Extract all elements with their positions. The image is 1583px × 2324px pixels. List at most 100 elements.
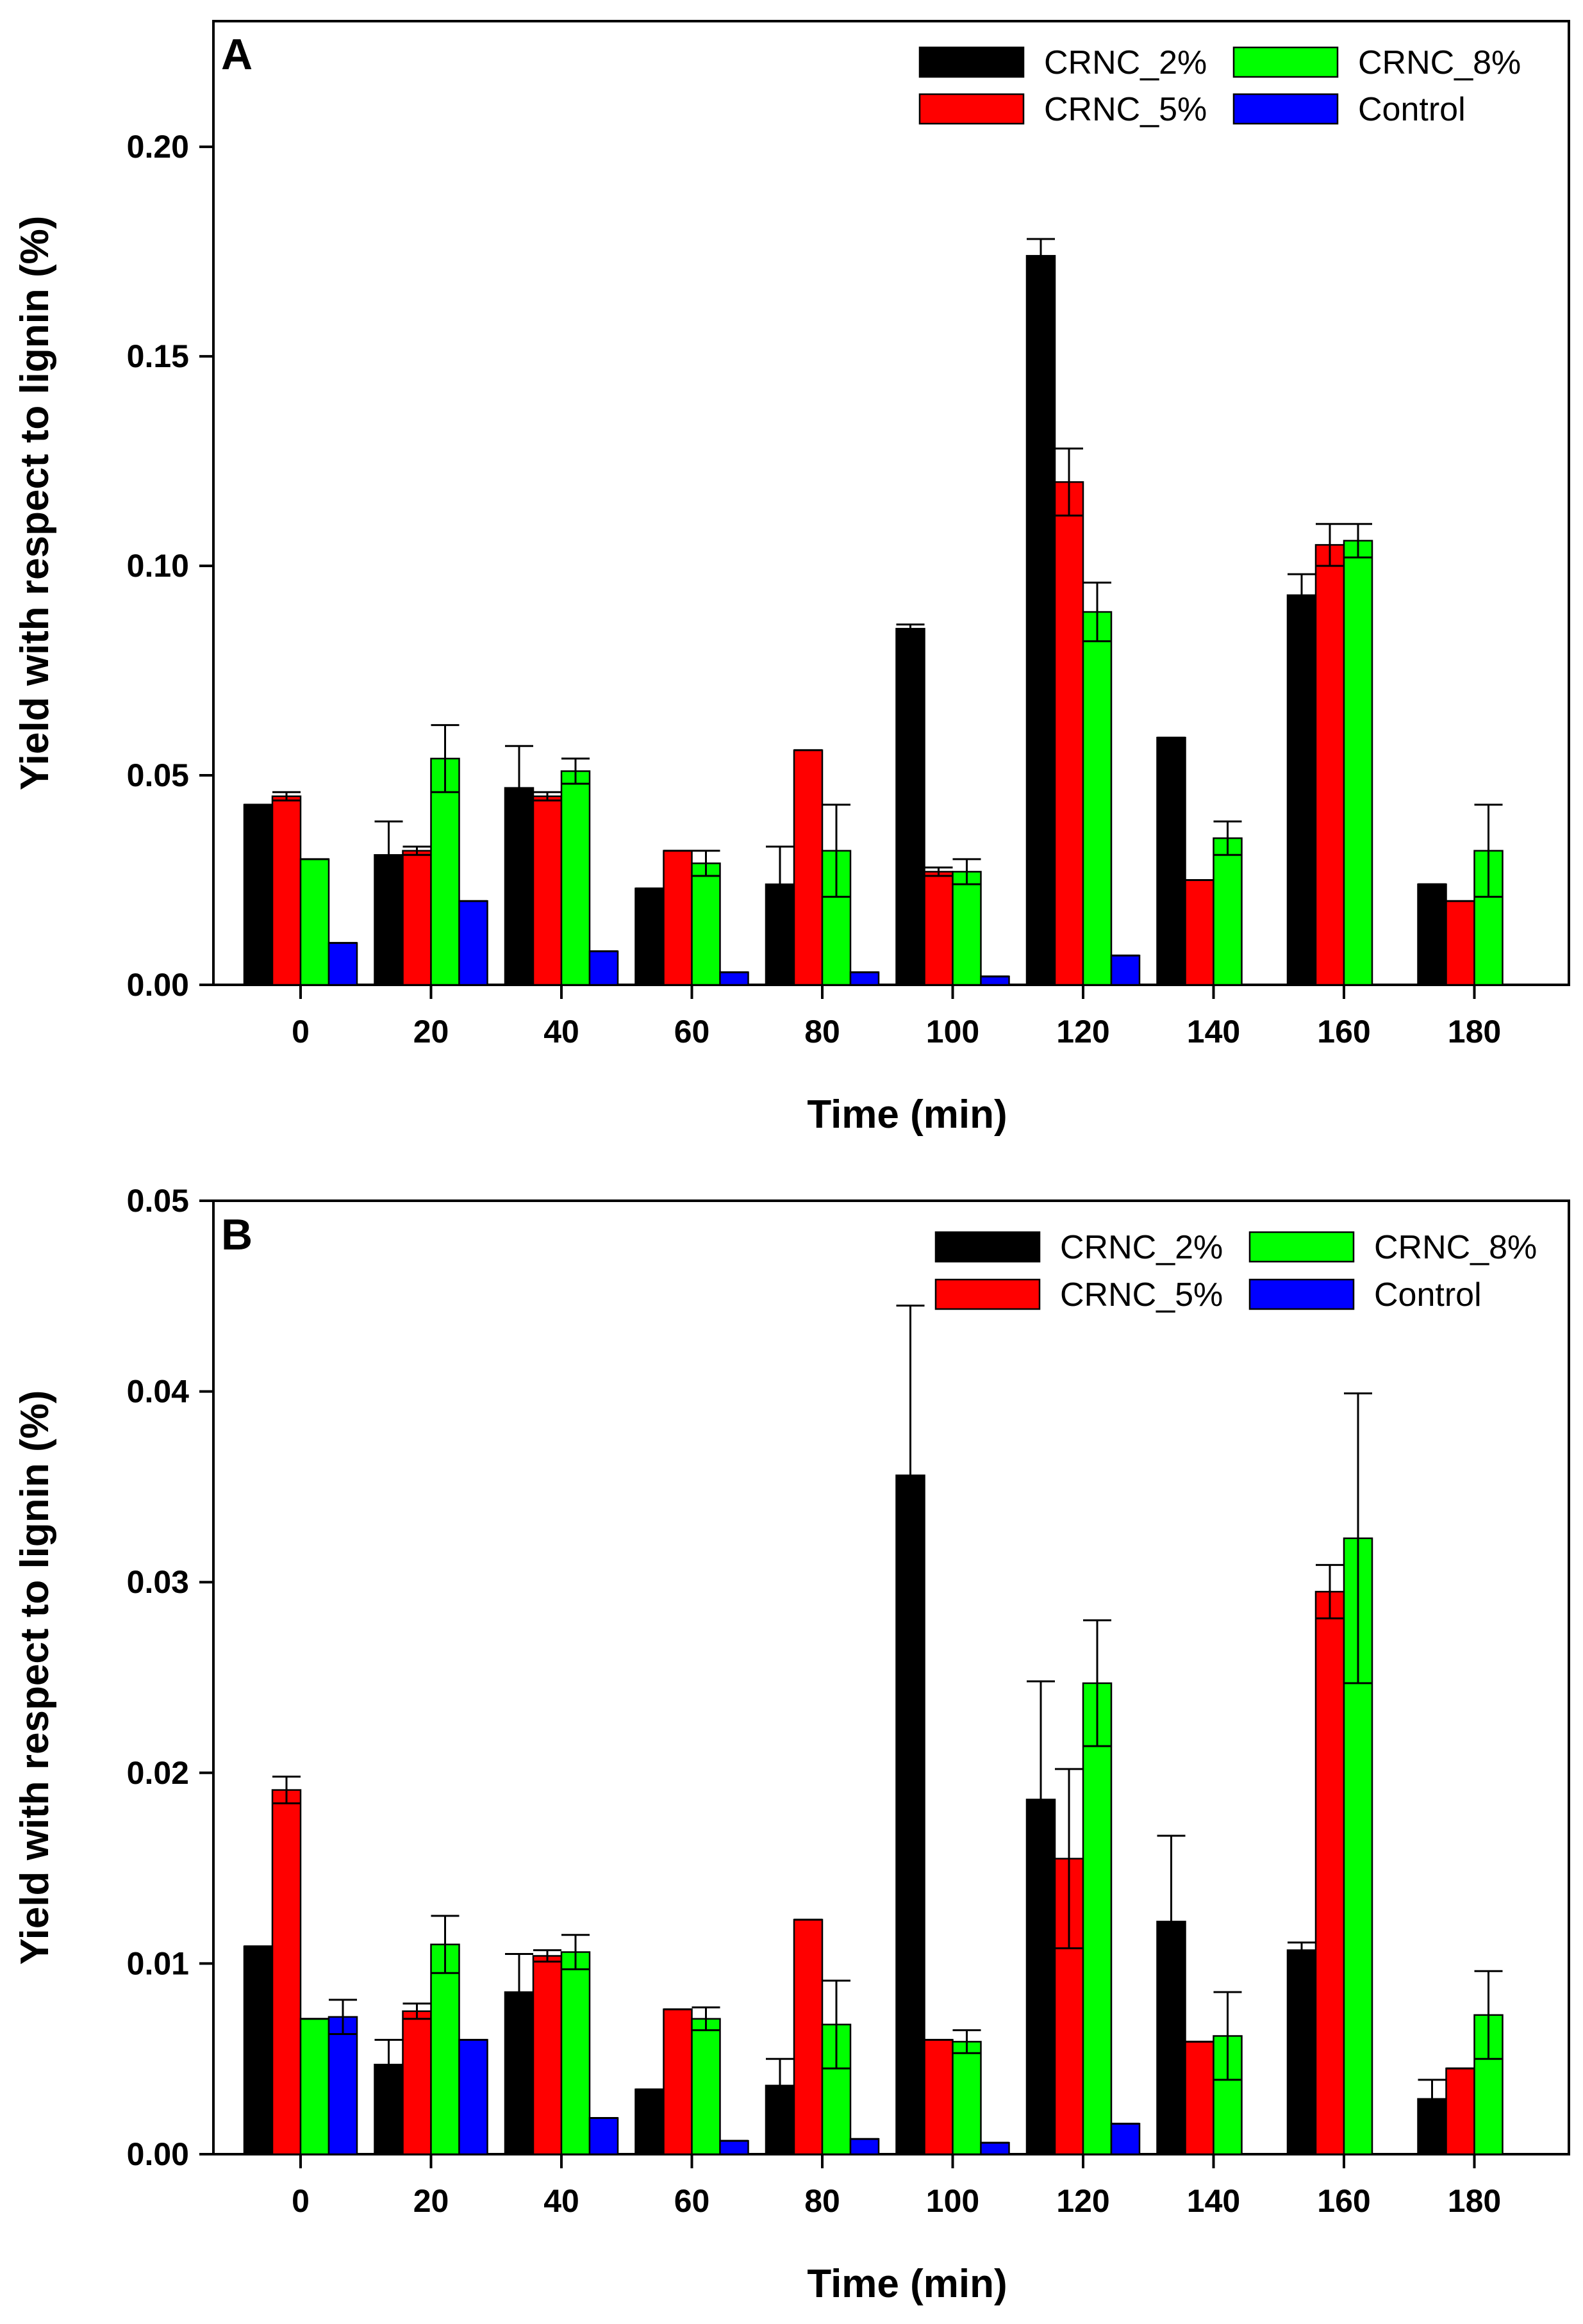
y-tick-label: 0.04 <box>127 1374 190 1410</box>
bar <box>1110 2123 1141 2155</box>
x-tick-label: 60 <box>674 2183 710 2219</box>
bar <box>980 975 1010 986</box>
x-tick-label: 40 <box>543 1014 579 1050</box>
legend-label: CRNC_5% <box>1060 1276 1223 1314</box>
bar <box>849 2138 880 2155</box>
legend-label: CRNC_8% <box>1358 44 1521 81</box>
x-tick-label: 160 <box>1317 1014 1370 1050</box>
legend-swatch <box>918 46 1025 78</box>
bar <box>588 2117 619 2155</box>
bar <box>1156 736 1186 986</box>
legend-label: CRNC_5% <box>1044 91 1207 128</box>
bar <box>924 871 954 986</box>
x-tick-label: 140 <box>1187 1014 1240 1050</box>
bar <box>691 2018 721 2155</box>
bar <box>299 2018 330 2155</box>
x-axis-title: Time (min) <box>807 1092 1007 1137</box>
legend-swatch <box>918 93 1025 125</box>
legend-label: Control <box>1374 1276 1482 1314</box>
x-tick-label: 60 <box>674 1014 710 1050</box>
panel-letter: A <box>221 30 253 79</box>
panel-letter: B <box>221 1210 253 1259</box>
bar <box>719 971 749 986</box>
bar <box>793 1918 824 2155</box>
bar <box>271 795 302 986</box>
bar <box>1473 2014 1504 2155</box>
bar <box>1286 1949 1317 2155</box>
x-tick-label: 180 <box>1448 2183 1501 2219</box>
x-tick-label: 160 <box>1317 2183 1370 2219</box>
bar <box>849 971 880 986</box>
bar <box>243 804 274 986</box>
x-tick-label: 100 <box>926 2183 979 2219</box>
bar <box>271 1789 302 2155</box>
bar <box>895 627 925 986</box>
bar <box>430 1943 460 2155</box>
x-axis-title: Time (min) <box>807 2262 1007 2306</box>
bar <box>1054 481 1084 986</box>
bar <box>402 2010 432 2155</box>
bar <box>1054 1858 1084 2155</box>
legend-swatch <box>1232 93 1339 125</box>
x-tick-label: 80 <box>804 1014 840 1050</box>
x-tick-label: 100 <box>926 1014 979 1050</box>
bar <box>1110 954 1141 986</box>
bar <box>924 2039 954 2155</box>
bar <box>1417 883 1447 986</box>
legend-label: Control <box>1358 91 1466 128</box>
y-tick-label: 0.01 <box>127 1945 189 1981</box>
panel-b: 0.00 0.01 0.02 0.03 0.04 0.05 0 20 40 60 80 100 120 1… <box>13 1183 1570 2306</box>
y-tick-label: 0.03 <box>127 1564 189 1600</box>
bar <box>532 795 563 986</box>
bar <box>1082 611 1113 986</box>
bar <box>1184 879 1214 986</box>
legend-label: CRNC_2% <box>1060 1229 1223 1266</box>
bar <box>634 887 665 986</box>
bar <box>430 757 460 986</box>
bar <box>560 770 591 986</box>
panel-a: 0.00 0.05 0.10 0.15 0.20 0 20 40 60 80 100 120 140 16… <box>13 20 1570 1137</box>
legend-swatch <box>934 1231 1041 1263</box>
y-axis-title: Yield with respect to lignin (%) <box>13 1390 57 1965</box>
bar <box>402 850 432 986</box>
x-tick-label: 0 <box>292 2183 310 2219</box>
x-tick-label: 80 <box>804 2183 840 2219</box>
y-tick-label: 0.10 <box>127 548 189 584</box>
x-tick-label: 0 <box>292 1014 310 1050</box>
bar <box>299 858 330 986</box>
x-tick-label: 120 <box>1056 1014 1109 1050</box>
legend-swatch <box>1248 1278 1355 1310</box>
y-tick-label: 0.05 <box>127 1183 189 1219</box>
bar <box>980 2141 1010 2155</box>
bar <box>952 2041 982 2155</box>
bar <box>1343 540 1373 986</box>
bar <box>952 871 982 986</box>
bar <box>458 900 488 986</box>
y-tick-label: 0.15 <box>127 338 189 374</box>
x-tick-label: 20 <box>413 1014 449 1050</box>
bar <box>1025 254 1056 986</box>
bar <box>663 850 693 986</box>
legend-label: CRNC_2% <box>1044 44 1207 81</box>
bar <box>1213 837 1243 986</box>
y-tick-label: 0.02 <box>127 1755 189 1791</box>
plot-frame <box>212 1199 1570 2155</box>
bar <box>691 862 721 986</box>
bar <box>327 942 358 986</box>
bar <box>560 1951 591 2155</box>
y-tick-label: 0.00 <box>127 967 189 1003</box>
bar <box>532 1955 563 2155</box>
y-tick-label: 0.05 <box>127 757 189 793</box>
bar <box>458 2039 488 2155</box>
legend-swatch <box>1232 46 1339 78</box>
bar <box>1286 594 1317 986</box>
y-tick-label: 0.00 <box>127 2136 189 2172</box>
x-tick-label: 120 <box>1056 2183 1109 2219</box>
bar <box>634 2088 665 2155</box>
bar <box>663 2008 693 2155</box>
legend-swatch <box>1248 1231 1355 1263</box>
y-tick-label: 0.20 <box>127 129 189 165</box>
bar <box>1184 2041 1214 2155</box>
bar <box>1314 1590 1345 2155</box>
